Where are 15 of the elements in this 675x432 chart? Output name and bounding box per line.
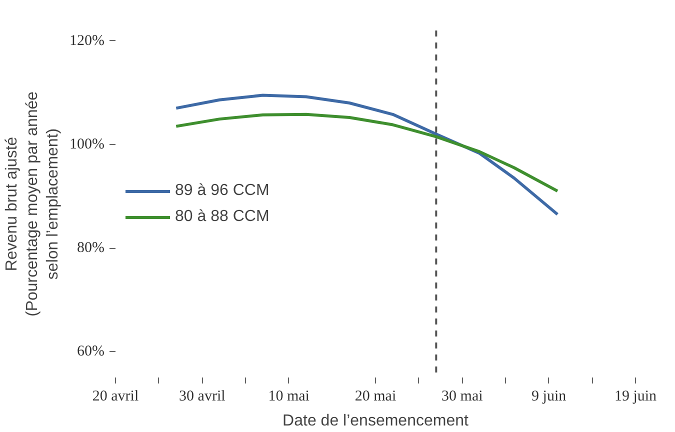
x-tick-label: 20 mai [354, 388, 396, 404]
x-tick-label: 20 avril [92, 388, 139, 404]
y-tick-label: 60% [77, 344, 105, 360]
legend-label: 89 à 96 CCM [175, 182, 270, 200]
x-tick-label: 30 avril [179, 388, 226, 404]
x-tick-label: 10 mai [268, 388, 310, 404]
x-tick-label: 9 juin [532, 388, 567, 404]
x-axis-title: Date de l’ensemencement [282, 412, 469, 430]
legend-label: 80 à 88 CCM [175, 208, 270, 226]
x-tick-label: 30 mai [442, 388, 483, 404]
y-tick-label: 100% [70, 136, 105, 152]
y-tick-label: 120% [70, 32, 105, 49]
y-axis-title: Revenu brut ajusté (Pourcentage moyen par année selon l’emplacement) [4, 91, 62, 317]
y-tick-label: 80% [77, 240, 105, 256]
x-tick-label: 19 juin [614, 388, 658, 404]
